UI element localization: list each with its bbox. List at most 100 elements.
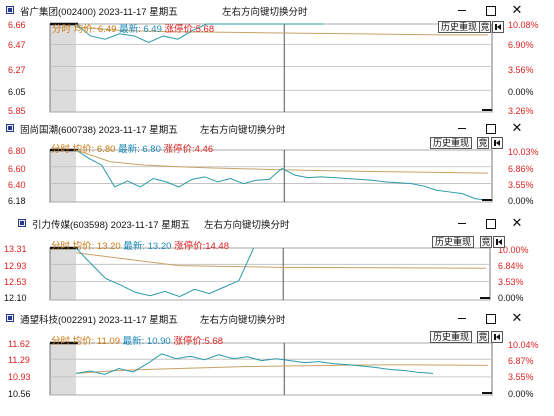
app-icon [6, 124, 14, 132]
window-002400: 省广集团(002400) 2023-11-17 星期五 左右方向键切换分时 ✕ … [0, 0, 554, 118]
history-replay-button[interactable]: 历史重现 [430, 137, 473, 149]
app-icon [6, 6, 14, 14]
intraday-chart[interactable]: 11.62 11.29 10.93 10.56 10.04% 6.87% 3.5… [0, 330, 554, 416]
auction-button[interactable]: 竞 [477, 331, 489, 343]
avg-price: 均价: 13.20 [72, 241, 121, 252]
title-bar[interactable]: 通望科技(002291) 2023-11-17 星期五 左右方向键切换分时 ✕ [0, 308, 554, 328]
pct-tick: 6.86% [508, 164, 534, 174]
pct-tick: 0.00% [508, 196, 534, 206]
price-tick: 6.27 [8, 65, 26, 75]
history-replay-button[interactable]: 历史重现 [430, 331, 473, 343]
price-line [75, 353, 434, 375]
app-icon [6, 314, 14, 322]
plot-frame [49, 149, 493, 203]
pct-tick: 10.00% [498, 245, 529, 255]
avg-price-line [75, 149, 489, 174]
window-title: 省广集团(002400) 2023-11-17 星期五 [20, 7, 178, 18]
info-prefix: 分时 [51, 241, 71, 252]
close-button[interactable]: ✕ [511, 120, 523, 135]
limit-price: 涨停价:5.68 [173, 336, 223, 347]
intraday-chart[interactable]: 6.80 6.60 6.40 6.18 10.03% 6.86% 3.55% 0… [0, 137, 554, 206]
window-600738: 固尚国潮(600738) 2023-11-17 星期五 左右方向键切换分时 ✕ … [0, 118, 554, 208]
replay-start-icon[interactable] [491, 137, 503, 149]
price-tick: 13.31 [4, 244, 27, 254]
title-bar[interactable]: 固尚国潮(600738) 2023-11-17 星期五 左右方向键切换分时 ✕ [0, 118, 554, 138]
price-tick: 10.56 [8, 389, 31, 399]
limit-price: 涨停价:4.46 [163, 144, 214, 155]
avg-price-line [75, 252, 487, 269]
maximize-button[interactable] [481, 2, 499, 18]
auction-area [50, 24, 76, 112]
replay-start-icon[interactable] [493, 236, 505, 248]
replay-start-icon[interactable] [491, 331, 503, 343]
price-tick: 11.62 [8, 339, 30, 349]
window-title: 通望科技(002291) 2023-11-17 星期五 [20, 315, 178, 326]
plot-frame [49, 342, 493, 396]
pct-tick: 10.04% [508, 340, 539, 350]
price-tick: 6.60 [8, 164, 26, 174]
minimize-button[interactable] [453, 120, 471, 136]
info-prefix: 分时 [51, 336, 71, 347]
window-title: 引力传媒(603598) 2023-11-17 星期五 [32, 220, 190, 231]
info-prefix: 分时 [52, 24, 72, 35]
auction-area [50, 343, 76, 395]
pct-tick: 10.03% [508, 147, 539, 157]
chart-plot [49, 148, 493, 203]
hint-text: 左右方向键切换分时 [204, 220, 290, 231]
price-tick: 6.05 [8, 87, 26, 97]
minimize-button[interactable] [453, 215, 471, 231]
pct-tick: 3.53% [498, 277, 524, 287]
maximize-button[interactable] [481, 215, 499, 231]
price-tick: 10.93 [8, 372, 31, 382]
pct-tick: 0.00% [508, 87, 534, 97]
avg-price-line [75, 364, 489, 374]
avg-price: 均价: 6.49 [73, 24, 117, 35]
latest-price: 最新: 10.90 [122, 336, 171, 347]
title-bar[interactable]: 省广集团(002400) 2023-11-17 星期五 左右方向键切换分时 ✕ [0, 0, 554, 20]
auction-area [50, 248, 76, 300]
avg-price: 均价: 11.09 [72, 336, 121, 347]
price-tick: 12.53 [4, 277, 27, 287]
plot-frame [49, 247, 491, 301]
pct-tick: 3.56% [508, 65, 534, 75]
hint-text: 左右方向键切换分时 [200, 315, 286, 326]
close-button[interactable]: ✕ [511, 2, 523, 17]
auction-button[interactable]: 竞 [480, 236, 492, 248]
price-line [75, 149, 489, 201]
intraday-chart[interactable]: 13.31 12.93 12.53 12.10 10.00% 6.84% 3.5… [4, 235, 542, 303]
history-replay-button[interactable]: 历史重现 [438, 21, 481, 33]
auction-button[interactable]: 竞 [479, 21, 491, 33]
title-bar[interactable]: 引力传媒(603598) 2023-11-17 星期五 左右方向键切换分时 ✕ [12, 213, 542, 233]
hint-text: 左右方向键切换分时 [200, 125, 286, 136]
pct-tick: 10.08% [508, 20, 539, 30]
minimize-button[interactable] [453, 2, 471, 18]
price-line [75, 23, 324, 44]
price-tick: 6.40 [8, 180, 26, 190]
minimize-button[interactable] [453, 310, 471, 326]
replay-start-icon[interactable] [492, 21, 504, 33]
auction-button[interactable]: 竞 [477, 137, 489, 149]
latest-price: 最新: 6.49 [119, 24, 162, 35]
price-tick: 5.85 [8, 106, 26, 116]
pct-tick: 3.55% [508, 180, 534, 190]
price-tick: 6.47 [8, 40, 26, 50]
chart-plot [49, 246, 491, 301]
price-tick: 6.18 [8, 196, 26, 206]
window-title: 固尚国潮(600738) 2023-11-17 星期五 [20, 125, 178, 136]
close-button[interactable]: ✕ [511, 215, 523, 230]
maximize-button[interactable] [481, 120, 499, 136]
intraday-chart[interactable]: 6.66 6.47 6.27 6.05 5.85 10.08% 6.90% 3.… [0, 20, 554, 116]
window-002291: 通望科技(002291) 2023-11-17 星期五 左右方向键切换分时 ✕ … [0, 308, 554, 416]
limit-price: 涨停价:5.68 [164, 24, 215, 35]
price-tick: 6.66 [8, 20, 26, 30]
window-603598: 引力传媒(603598) 2023-11-17 星期五 左右方向键切换分时 ✕ … [4, 213, 542, 305]
latest-price: 最新: 13.20 [123, 241, 172, 252]
close-button[interactable]: ✕ [511, 310, 523, 325]
history-replay-button[interactable]: 历史重现 [432, 236, 475, 248]
maximize-button[interactable] [481, 310, 499, 326]
price-tick: 12.10 [4, 293, 27, 303]
price-tick: 11.29 [8, 355, 30, 365]
chart-plot [49, 341, 493, 396]
pct-tick: 3.26% [508, 106, 534, 116]
pct-tick: 0.00% [508, 389, 534, 399]
